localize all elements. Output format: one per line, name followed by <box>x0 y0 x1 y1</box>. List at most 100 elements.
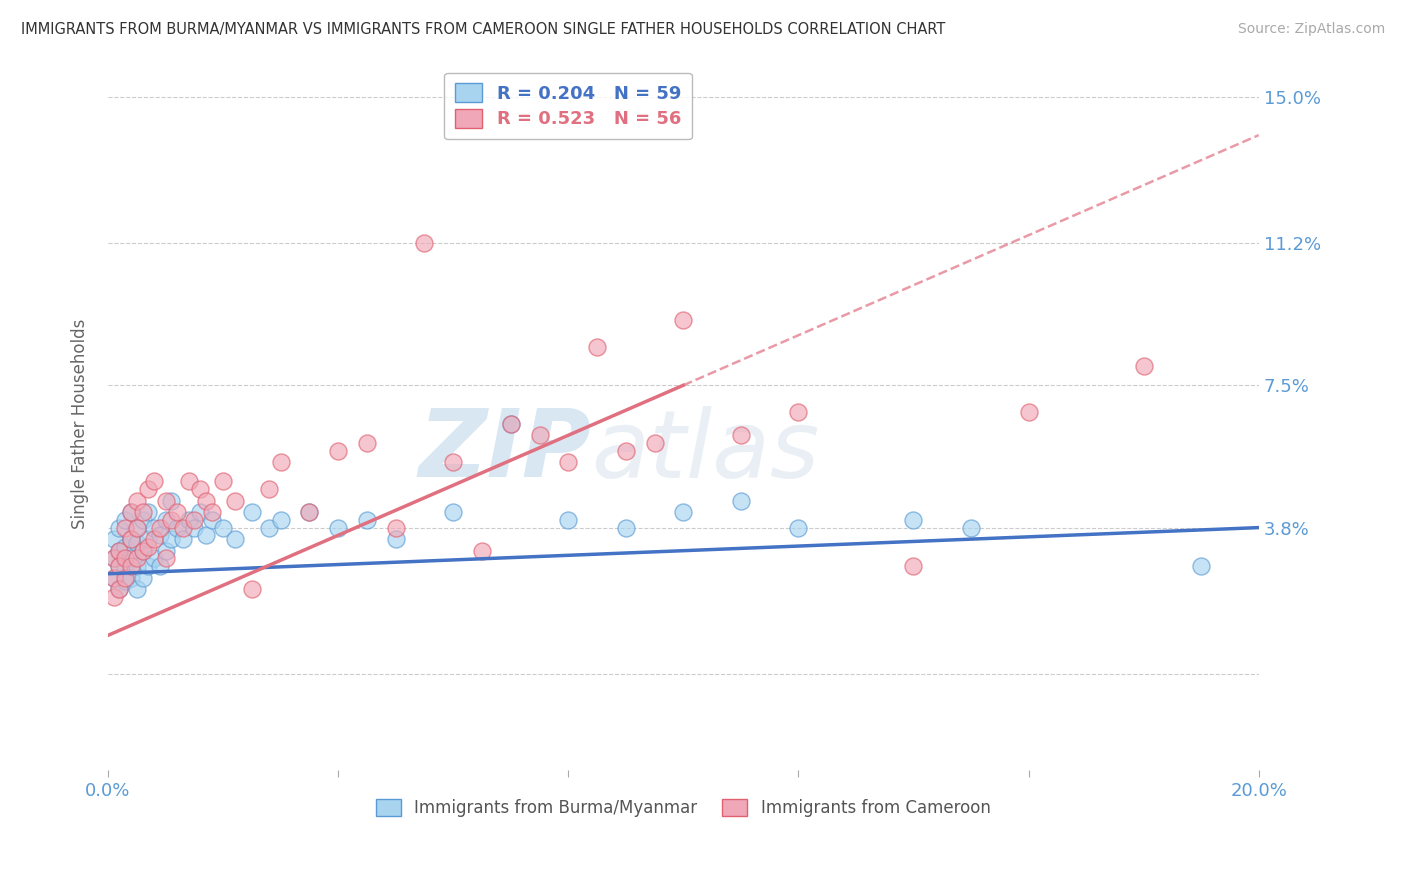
Point <box>143 532 166 546</box>
Point <box>114 520 136 534</box>
Point <box>120 532 142 546</box>
Point <box>730 428 752 442</box>
Point <box>212 520 235 534</box>
Point <box>160 493 183 508</box>
Point <box>131 571 153 585</box>
Point <box>136 482 159 496</box>
Point <box>787 405 810 419</box>
Point <box>1132 359 1154 373</box>
Point <box>644 436 666 450</box>
Point <box>108 543 131 558</box>
Point <box>108 559 131 574</box>
Point <box>730 493 752 508</box>
Point <box>672 313 695 327</box>
Point <box>143 520 166 534</box>
Point <box>413 235 436 250</box>
Point <box>131 513 153 527</box>
Point <box>149 528 172 542</box>
Point <box>125 520 148 534</box>
Point <box>298 505 321 519</box>
Point <box>103 532 125 546</box>
Point <box>557 513 579 527</box>
Point <box>114 571 136 585</box>
Point <box>114 540 136 554</box>
Point <box>257 520 280 534</box>
Point <box>155 513 177 527</box>
Point <box>672 505 695 519</box>
Point <box>441 505 464 519</box>
Point <box>356 436 378 450</box>
Point <box>103 571 125 585</box>
Point <box>160 532 183 546</box>
Point <box>499 417 522 431</box>
Point <box>155 551 177 566</box>
Point <box>160 513 183 527</box>
Point <box>270 513 292 527</box>
Point <box>125 559 148 574</box>
Point <box>240 582 263 596</box>
Point <box>131 543 153 558</box>
Point <box>125 520 148 534</box>
Point <box>903 513 925 527</box>
Point <box>224 493 246 508</box>
Point <box>960 520 983 534</box>
Point <box>120 505 142 519</box>
Point <box>586 340 609 354</box>
Point <box>108 543 131 558</box>
Point <box>108 582 131 596</box>
Point <box>103 590 125 604</box>
Point <box>270 455 292 469</box>
Text: Source: ZipAtlas.com: Source: ZipAtlas.com <box>1237 22 1385 37</box>
Point <box>108 520 131 534</box>
Point <box>177 513 200 527</box>
Point <box>529 428 551 442</box>
Point <box>212 475 235 489</box>
Point <box>471 543 494 558</box>
Point <box>183 513 205 527</box>
Point <box>1018 405 1040 419</box>
Point <box>143 551 166 566</box>
Point <box>131 543 153 558</box>
Point <box>131 505 153 519</box>
Point <box>257 482 280 496</box>
Point <box>614 520 637 534</box>
Point <box>384 520 406 534</box>
Point <box>155 543 177 558</box>
Point <box>143 475 166 489</box>
Point <box>224 532 246 546</box>
Point <box>787 520 810 534</box>
Point <box>166 505 188 519</box>
Legend: Immigrants from Burma/Myanmar, Immigrants from Cameroon: Immigrants from Burma/Myanmar, Immigrant… <box>370 792 997 824</box>
Point <box>356 513 378 527</box>
Point <box>120 551 142 566</box>
Point <box>120 559 142 574</box>
Point <box>172 520 194 534</box>
Point <box>177 475 200 489</box>
Point <box>326 443 349 458</box>
Point <box>136 559 159 574</box>
Point <box>125 582 148 596</box>
Point <box>136 532 159 546</box>
Text: ZIP: ZIP <box>419 406 592 498</box>
Point <box>298 505 321 519</box>
Point <box>120 505 142 519</box>
Point <box>326 520 349 534</box>
Point <box>200 513 222 527</box>
Point <box>125 551 148 566</box>
Point <box>499 417 522 431</box>
Point <box>114 559 136 574</box>
Point <box>114 574 136 589</box>
Point <box>188 505 211 519</box>
Point <box>903 559 925 574</box>
Point <box>125 493 148 508</box>
Point <box>136 505 159 519</box>
Point <box>441 455 464 469</box>
Point <box>103 551 125 566</box>
Point <box>149 520 172 534</box>
Point <box>188 482 211 496</box>
Point <box>183 520 205 534</box>
Point <box>1189 559 1212 574</box>
Point <box>120 571 142 585</box>
Text: IMMIGRANTS FROM BURMA/MYANMAR VS IMMIGRANTS FROM CAMEROON SINGLE FATHER HOUSEHOL: IMMIGRANTS FROM BURMA/MYANMAR VS IMMIGRA… <box>21 22 945 37</box>
Point <box>114 513 136 527</box>
